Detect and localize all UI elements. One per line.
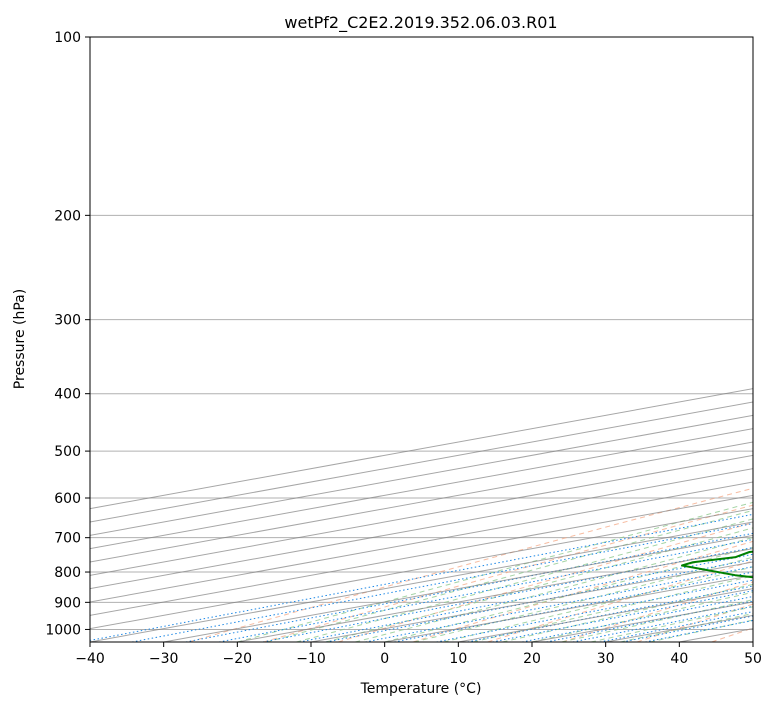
y-tick-label: 400 xyxy=(54,387,81,403)
mixing-ratio-line xyxy=(522,596,753,642)
isotherm-line xyxy=(90,414,753,536)
y-tick-label: 700 xyxy=(54,531,81,547)
isotherm-line xyxy=(310,561,753,642)
moist-adiabat-line xyxy=(325,527,753,642)
moist-adiabat-line xyxy=(384,546,753,642)
dry-adiabat-line xyxy=(338,522,753,642)
dry-adiabat-line xyxy=(188,487,753,642)
moist-adiabat-line xyxy=(443,566,753,642)
dry-adiabats xyxy=(188,487,753,642)
x-tick-label: 40 xyxy=(670,651,688,667)
isotherm-line xyxy=(90,521,753,642)
mixing-ratio-line xyxy=(467,585,753,642)
moist-adiabat-line xyxy=(266,509,753,642)
x-tick-label: 50 xyxy=(744,651,762,667)
isotherm-line xyxy=(90,388,753,510)
x-tick-label: 10 xyxy=(449,651,467,667)
x-tick-label: −10 xyxy=(296,651,326,667)
mixing-ratio-line xyxy=(622,615,753,642)
mixing-ratio-line xyxy=(365,566,753,642)
moist-adiabats xyxy=(237,501,753,642)
mixing-ratio-line xyxy=(185,532,753,642)
isotherm-line xyxy=(90,468,753,590)
moist-adiabat-line xyxy=(472,575,753,642)
isotherm-line xyxy=(752,641,753,642)
dry-adiabat-line xyxy=(711,627,753,642)
y-tick-label: 1000 xyxy=(45,622,81,638)
x-tick-label: 0 xyxy=(380,651,389,667)
x-tick-label: −30 xyxy=(149,651,179,667)
chart-title: wetPf2_C2E2.2019.352.06.03.R01 xyxy=(284,13,557,33)
mixing-ratio-line xyxy=(546,600,753,642)
pressure-gridlines xyxy=(90,36,753,630)
mixing-ratio-line xyxy=(131,522,753,642)
mixing-ratio-lines xyxy=(90,513,753,642)
mixing-ratio-line xyxy=(492,590,753,642)
isotherms xyxy=(90,388,753,642)
y-tick-label: 600 xyxy=(54,491,81,507)
dry-adiabat-line xyxy=(487,560,753,642)
mixing-ratio-line xyxy=(599,611,753,642)
plot-area xyxy=(90,388,753,642)
moist-adiabat-line xyxy=(531,591,753,642)
y-tick-label: 500 xyxy=(54,444,81,460)
moist-adiabat-line xyxy=(296,518,753,642)
x-axis: −40 −30 −20 −10 0 10 20 30 40 50 xyxy=(75,642,762,667)
isotherm-line xyxy=(90,508,753,630)
y-tick-label: 300 xyxy=(54,313,81,329)
x-tick-label: −40 xyxy=(75,651,105,667)
isotherm-line xyxy=(90,481,753,603)
mixing-ratio-line xyxy=(262,547,753,642)
isotherm-line xyxy=(90,401,753,523)
x-tick-label: 30 xyxy=(597,651,615,667)
y-tick-label: 900 xyxy=(54,595,81,611)
moist-adiabat-line xyxy=(355,536,753,642)
isotherm-line xyxy=(90,454,753,576)
mixing-ratio-line xyxy=(218,538,753,642)
mixing-ratio-line xyxy=(90,513,753,641)
x-tick-label: 20 xyxy=(523,651,541,667)
isotherm-line xyxy=(163,534,753,642)
mixing-ratio-line xyxy=(572,605,753,642)
x-tick-label: −20 xyxy=(223,651,253,667)
y-tick-label: 200 xyxy=(54,208,81,224)
moist-adiabat-line xyxy=(237,501,753,642)
mixing-ratio-line xyxy=(299,553,753,642)
isotherm-line xyxy=(90,494,753,616)
mixing-ratio-line xyxy=(394,571,753,642)
y-tick-label: 100 xyxy=(54,30,81,46)
isotherm-line xyxy=(237,548,753,642)
y-axis: 100 200 300 400 500 600 700 800 900 1000 xyxy=(45,30,90,638)
moist-adiabat-line xyxy=(590,606,753,642)
isotherm-line xyxy=(458,588,753,642)
isotherm-line xyxy=(90,428,753,550)
isotherm-line xyxy=(90,441,753,563)
moist-adiabat-line xyxy=(502,583,753,642)
y-tick-label: 800 xyxy=(54,565,81,581)
plot-frame xyxy=(89,36,754,643)
isotherm-line xyxy=(679,628,753,642)
moist-adiabat-line xyxy=(413,556,753,642)
x-axis-title: Temperature (°C) xyxy=(360,681,482,697)
y-axis-title: Pressure (hPa) xyxy=(12,289,28,389)
